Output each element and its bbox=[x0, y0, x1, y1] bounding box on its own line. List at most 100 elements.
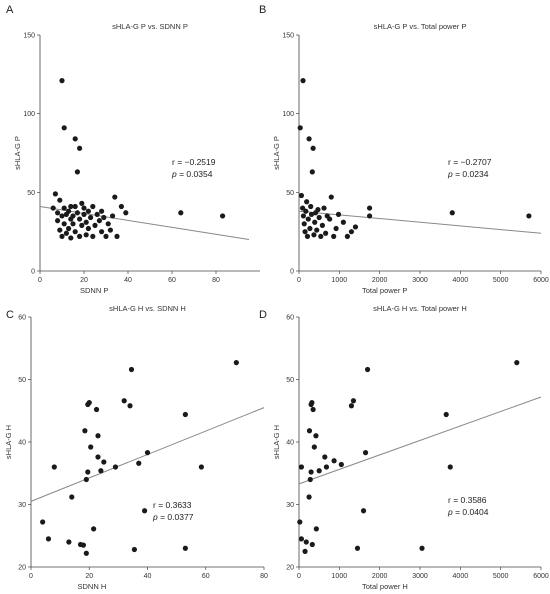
chart-title: sHLA-G H vs. SDNN H bbox=[109, 304, 186, 313]
stat-p-symbol: p bbox=[171, 169, 177, 179]
data-point bbox=[313, 526, 319, 532]
data-point bbox=[362, 450, 369, 456]
data-point bbox=[74, 169, 80, 175]
data-point bbox=[131, 546, 137, 553]
data-point bbox=[77, 233, 83, 239]
data-point bbox=[304, 233, 311, 239]
data-point bbox=[298, 192, 305, 199]
data-point bbox=[93, 406, 100, 413]
y-axis-title: sHLA-G P bbox=[272, 136, 281, 170]
data-point bbox=[348, 229, 355, 235]
data-point bbox=[306, 494, 312, 500]
data-point bbox=[323, 230, 329, 236]
data-point bbox=[306, 428, 313, 434]
data-point bbox=[40, 519, 46, 525]
x-tick-label: 6000 bbox=[533, 573, 549, 580]
data-point bbox=[366, 213, 373, 219]
x-tick-label: 60 bbox=[202, 573, 210, 580]
y-axis-title: sHLA-G H bbox=[4, 425, 13, 459]
data-point bbox=[144, 450, 151, 456]
data-point bbox=[68, 235, 74, 241]
data-point bbox=[88, 444, 94, 450]
stat-r: r = −0.2519 bbox=[172, 157, 216, 167]
data-point bbox=[182, 545, 188, 551]
regression-line bbox=[298, 396, 542, 485]
y-axis-title: sHLA-G P bbox=[13, 136, 22, 170]
data-point bbox=[298, 536, 305, 542]
stat-p: p = 0.0234 bbox=[447, 169, 489, 179]
data-point bbox=[101, 459, 107, 465]
data-point bbox=[315, 207, 321, 213]
y-tick-label: 60 bbox=[18, 315, 26, 322]
y-tick-label: 50 bbox=[286, 377, 294, 384]
data-point bbox=[350, 398, 357, 404]
data-point bbox=[83, 232, 89, 238]
data-point bbox=[45, 536, 52, 542]
stat-r: r = −0.2707 bbox=[448, 157, 492, 167]
data-point bbox=[309, 169, 315, 175]
data-point bbox=[99, 229, 105, 235]
data-point bbox=[449, 210, 455, 216]
data-point bbox=[92, 222, 98, 228]
data-point bbox=[85, 469, 91, 475]
data-point bbox=[101, 214, 107, 221]
y-tick-label: 20 bbox=[286, 565, 294, 572]
data-point bbox=[313, 433, 319, 439]
data-point bbox=[94, 211, 100, 217]
data-point bbox=[344, 233, 350, 239]
chart-title: sHLA-G P vs. Total power P bbox=[374, 22, 467, 31]
x-tick-label: 80 bbox=[212, 277, 220, 284]
stat-p-symbol: p bbox=[447, 169, 453, 179]
y-tick-label: 100 bbox=[23, 111, 35, 118]
data-point bbox=[316, 214, 322, 221]
data-point bbox=[327, 216, 333, 222]
data-point bbox=[77, 216, 83, 222]
y-tick-label: 20 bbox=[18, 565, 26, 572]
stat-p: p = 0.0354 bbox=[171, 169, 213, 179]
data-point bbox=[114, 233, 120, 239]
data-point bbox=[338, 461, 344, 468]
data-point bbox=[61, 205, 67, 211]
data-point bbox=[77, 145, 83, 151]
data-point bbox=[298, 464, 305, 470]
data-point bbox=[136, 460, 142, 466]
data-point bbox=[83, 476, 89, 483]
x-tick-label: 1000 bbox=[332, 277, 348, 284]
data-point bbox=[59, 213, 65, 219]
data-point bbox=[79, 200, 85, 206]
data-point bbox=[128, 366, 135, 373]
data-point bbox=[300, 213, 307, 219]
data-point bbox=[514, 360, 520, 366]
data-point bbox=[90, 233, 96, 239]
x-tick-label: 5000 bbox=[493, 573, 509, 580]
data-point bbox=[91, 526, 97, 532]
data-point bbox=[309, 400, 315, 406]
data-point bbox=[83, 219, 89, 225]
x-tick-label: 20 bbox=[85, 573, 93, 580]
data-point bbox=[297, 125, 303, 131]
data-point bbox=[85, 225, 91, 232]
data-point bbox=[59, 233, 65, 239]
regression-line bbox=[39, 205, 250, 241]
data-point bbox=[105, 221, 111, 227]
data-point bbox=[305, 216, 311, 222]
x-tick-label: 1000 bbox=[332, 573, 348, 580]
data-point bbox=[112, 464, 119, 470]
data-point bbox=[297, 519, 303, 525]
data-point bbox=[74, 210, 80, 216]
data-point bbox=[303, 539, 309, 545]
data-point bbox=[80, 542, 87, 548]
data-point bbox=[123, 210, 129, 216]
data-point bbox=[95, 433, 101, 439]
data-point bbox=[419, 545, 425, 551]
y-tick-label: 150 bbox=[282, 33, 294, 40]
data-point bbox=[79, 222, 85, 228]
x-tick-label: 0 bbox=[38, 277, 42, 284]
data-point bbox=[308, 211, 315, 217]
data-point bbox=[95, 454, 101, 460]
y-tick-label: 50 bbox=[286, 190, 294, 197]
data-point bbox=[98, 468, 104, 474]
